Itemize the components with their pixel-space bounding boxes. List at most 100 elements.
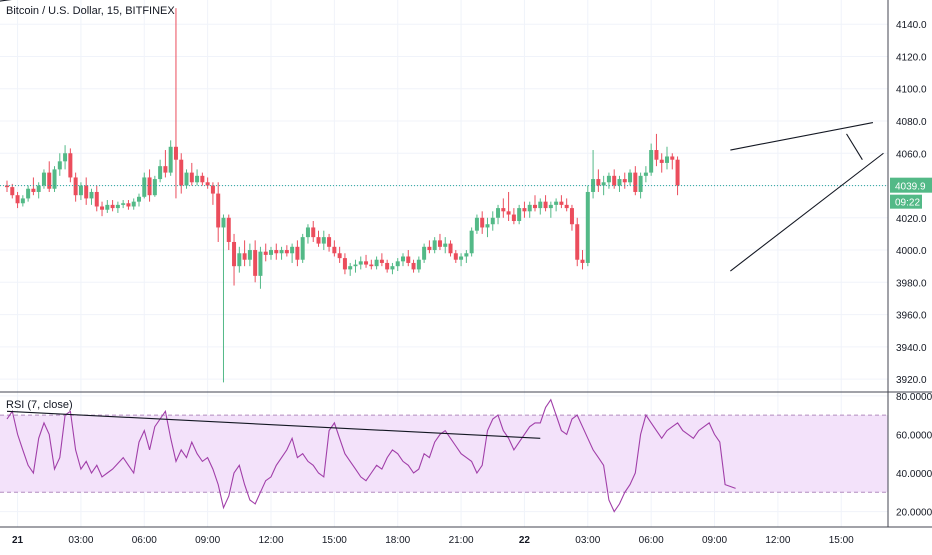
candle-body <box>580 259 585 263</box>
candle-body <box>416 259 421 270</box>
candle-body <box>649 150 654 173</box>
candle-body <box>237 253 242 267</box>
candle-body <box>274 250 279 254</box>
candle-body <box>137 196 141 202</box>
candle-body <box>585 191 590 263</box>
time-tick-label: 06:00 <box>639 535 664 546</box>
candle-body <box>115 204 120 209</box>
candle-body <box>437 240 442 247</box>
rsi-trendline <box>6 410 541 439</box>
candle-body <box>321 237 326 244</box>
candle-body <box>52 169 57 189</box>
countdown-badge <box>890 194 922 209</box>
time-tick-label: 03:00 <box>575 535 600 546</box>
candle-body <box>633 172 638 192</box>
candle-body <box>559 201 564 205</box>
candle-body <box>665 156 669 163</box>
candle-body <box>612 175 617 186</box>
candle-body <box>269 250 273 255</box>
candle-body <box>226 217 231 242</box>
candle-body <box>121 203 126 205</box>
candle-body <box>295 246 300 260</box>
candle-body <box>290 246 295 254</box>
price-tick-label: 4080.0 <box>896 117 927 128</box>
rsi-band <box>0 415 888 493</box>
price-tick-label: 4120.0 <box>896 52 927 63</box>
candle-body <box>110 204 115 209</box>
candle-body <box>527 204 532 212</box>
candle-body <box>5 185 9 188</box>
candle-body <box>554 201 559 205</box>
candle-body <box>200 175 205 183</box>
candle-body <box>379 259 384 263</box>
candle-body <box>601 182 606 186</box>
candle-body <box>469 230 474 254</box>
price-tick-label: 4100.0 <box>896 85 927 96</box>
chart-title: Bitcoin / U.S. Dollar, 15, BITFINEX <box>6 5 175 17</box>
candle-body <box>617 179 622 186</box>
time-tick-label: 12:00 <box>258 535 283 546</box>
candle-body <box>300 237 305 260</box>
candle-body <box>173 146 178 160</box>
candle-body <box>485 224 490 228</box>
candle-body <box>36 185 41 192</box>
candle-body <box>517 208 522 222</box>
candle-body <box>189 172 194 183</box>
candle-body <box>533 204 537 209</box>
candle-body <box>353 264 358 267</box>
candle-body <box>480 217 485 228</box>
rsi-tick-label: 60.0000 <box>896 430 932 441</box>
candle-body <box>538 201 543 209</box>
candle-body <box>216 193 221 228</box>
candle-body <box>406 256 411 263</box>
candle-body <box>474 217 479 231</box>
candle-body <box>247 250 252 260</box>
countdown-text: 09:22 <box>895 198 920 209</box>
candle-body <box>105 204 110 210</box>
candle-body <box>659 159 664 163</box>
rsi-tick-label: 40.0000 <box>896 469 932 480</box>
candle-body <box>432 240 437 251</box>
rsi-tick-label: 80.0000 <box>896 392 932 403</box>
candle-body <box>131 201 136 207</box>
candle-body <box>543 201 548 209</box>
candle-body <box>41 172 46 186</box>
candle-body <box>628 172 633 183</box>
price-trendline <box>0 0 12 2</box>
candle-body <box>490 217 495 225</box>
candle-body <box>263 251 268 255</box>
candle-body <box>591 179 596 192</box>
candle-body <box>453 253 458 260</box>
time-tick-label: 09:00 <box>702 535 727 546</box>
candle-body <box>163 166 168 173</box>
price-trendline <box>730 152 884 272</box>
candle-body <box>205 182 210 186</box>
candle-body <box>100 206 105 210</box>
candle-body <box>221 217 226 228</box>
candle-body <box>643 172 648 176</box>
rsi-indicator-label[interactable]: RSI (7, close) <box>6 399 73 411</box>
candle-body <box>448 243 453 254</box>
candle-body <box>26 188 31 199</box>
last-price-text: 4039.9 <box>895 182 926 193</box>
candle-body <box>501 208 506 212</box>
price-tick-label: 4020.0 <box>896 214 927 225</box>
time-tick-label: 15:00 <box>322 535 347 546</box>
candle-body <box>10 187 15 196</box>
time-tick-label: 21:00 <box>449 535 474 546</box>
candle-body <box>94 191 99 207</box>
candle-body <box>358 261 363 265</box>
candle-body <box>57 161 62 170</box>
price-tick-label: 4060.0 <box>896 149 927 160</box>
candle-body <box>242 253 247 260</box>
candle-body <box>411 262 416 270</box>
candle-body <box>575 224 580 260</box>
price-tick-label: 3980.0 <box>896 278 927 289</box>
candle-body <box>179 159 184 186</box>
candle-body <box>284 250 289 254</box>
price-trendline <box>846 133 863 160</box>
time-tick-label: 22 <box>519 535 531 546</box>
last-price-badge <box>890 177 932 193</box>
